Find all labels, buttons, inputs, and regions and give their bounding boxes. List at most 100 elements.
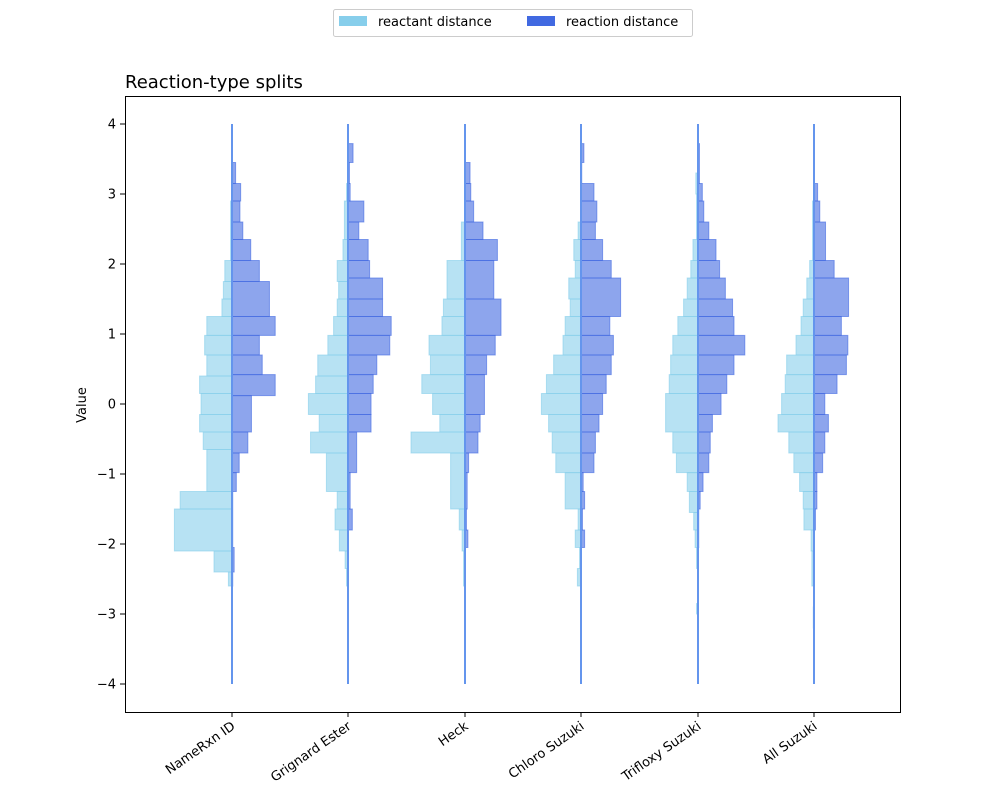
reactant-bar-all-suzuki-6 bbox=[793, 452, 815, 474]
reactant-bar-trifloxy-suzuki-5 bbox=[686, 472, 699, 493]
reactant-bar-heck-8 bbox=[429, 354, 466, 376]
reaction-bar-heck-4 bbox=[464, 431, 479, 454]
reactant-bar-chloro-suzuki-9 bbox=[545, 374, 582, 395]
reaction-bar-chloro-suzuki-12 bbox=[580, 277, 622, 317]
plot-frame bbox=[125, 96, 901, 713]
reaction-bar-grignard-ester-5 bbox=[347, 374, 374, 395]
legend: reactant distance reaction distance bbox=[333, 9, 693, 37]
reactant-bar-trifloxy-suzuki-14 bbox=[686, 277, 699, 300]
reactant-bar-all-suzuki-3 bbox=[803, 508, 815, 531]
reactant-bar-trifloxy-suzuki-4 bbox=[688, 491, 699, 513]
reaction-bar-heck-11 bbox=[464, 239, 498, 261]
reactant-bar-all-suzuki-11 bbox=[786, 354, 815, 376]
reactant-bar-heck-4 bbox=[410, 431, 466, 454]
reactant-bar-grignard-ester-11 bbox=[327, 334, 349, 356]
reaction-bar-heck-10 bbox=[464, 260, 495, 300]
reaction-bar-namerxn-id-14 bbox=[231, 221, 244, 240]
x-tick-label: Grignard Ester bbox=[268, 719, 354, 786]
reactant-bar-heck-11 bbox=[442, 298, 466, 317]
reactant-bar-chloro-suzuki-12 bbox=[564, 316, 582, 336]
reactant-bar-chloro-suzuki-13 bbox=[569, 298, 582, 317]
reactant-bar-trifloxy-suzuki-15 bbox=[690, 260, 699, 279]
reactant-bar-grignard-ester-7 bbox=[318, 414, 349, 433]
plot-marks bbox=[173, 124, 850, 684]
reaction-bar-grignard-ester-9 bbox=[347, 298, 384, 317]
reaction-bar-chloro-suzuki-9 bbox=[580, 354, 612, 376]
reaction-bar-namerxn-id-9 bbox=[231, 334, 260, 356]
reaction-bar-heck-6 bbox=[464, 374, 485, 416]
reaction-bar-chloro-suzuki-16 bbox=[580, 200, 598, 223]
reactant-bar-chloro-suzuki-16 bbox=[573, 239, 582, 261]
reactant-bar-trifloxy-suzuki-12 bbox=[677, 316, 699, 336]
reactant-bar-namerxn-id-7 bbox=[200, 393, 233, 415]
reactant-bar-chloro-suzuki-8 bbox=[540, 393, 582, 415]
reaction-bar-trifloxy-suzuki-10 bbox=[697, 316, 735, 336]
x-tick-label: Heck bbox=[436, 719, 472, 750]
reactant-bar-all-suzuki-10 bbox=[784, 374, 815, 395]
legend-label-reactant-distance: reactant distance bbox=[378, 15, 492, 30]
reaction-bar-trifloxy-suzuki-12 bbox=[697, 277, 726, 300]
reaction-bar-chloro-suzuki-15 bbox=[580, 221, 596, 240]
reaction-bar-all-suzuki-3 bbox=[813, 452, 824, 474]
reactant-bar-grignard-ester-15 bbox=[336, 260, 349, 282]
reaction-bar-chloro-suzuki-7 bbox=[580, 393, 604, 415]
x-tick-label: Chloro Suzuki bbox=[506, 719, 587, 782]
reactant-bar-namerxn-id-12 bbox=[221, 298, 233, 317]
reactant-bar-chloro-suzuki-11 bbox=[562, 334, 582, 356]
reaction-bar-trifloxy-suzuki-5 bbox=[697, 414, 713, 433]
reaction-bar-grignard-ester-10 bbox=[347, 277, 384, 300]
y-axis-label: Value bbox=[75, 387, 90, 423]
reactant-bar-heck-9 bbox=[428, 334, 466, 356]
reactant-bar-namerxn-id-3 bbox=[179, 491, 233, 510]
reactant-bar-all-suzuki-5 bbox=[799, 472, 815, 493]
reactant-bar-chloro-suzuki-5 bbox=[555, 452, 582, 474]
x-axis-ticks: NameRxn ID Grignard Ester Heck Chloro Suzuk… bbox=[163, 712, 820, 785]
reaction-bar-trifloxy-suzuki-14 bbox=[697, 239, 717, 261]
violin-chloro-suzuki bbox=[540, 124, 622, 684]
reactant-bar-trifloxy-suzuki-9 bbox=[668, 374, 699, 395]
reactant-bar-namerxn-id-2 bbox=[173, 508, 233, 552]
violin-all-suzuki bbox=[777, 124, 850, 684]
reactant-bar-chloro-suzuki-6 bbox=[551, 431, 582, 454]
x-tick-label: Trifloxy Suzuki bbox=[619, 719, 705, 785]
reaction-bar-all-suzuki-9 bbox=[813, 334, 849, 356]
reaction-bar-chloro-suzuki-10 bbox=[580, 334, 614, 356]
reactant-bar-trifloxy-suzuki-8 bbox=[665, 393, 699, 433]
reactant-bar-grignard-ester-3 bbox=[334, 508, 349, 531]
reactant-bar-all-suzuki-12 bbox=[795, 334, 815, 356]
y-tick-label: 0 bbox=[108, 398, 116, 413]
reaction-bar-chloro-suzuki-14 bbox=[580, 239, 604, 261]
legend-frame bbox=[333, 9, 693, 37]
y-tick-label: −1 bbox=[97, 468, 116, 483]
reactant-bar-all-suzuki-4 bbox=[802, 491, 815, 510]
reaction-bar-namerxn-id-13 bbox=[231, 239, 252, 261]
reactant-bar-namerxn-id-10 bbox=[204, 334, 233, 356]
y-tick-label: 1 bbox=[108, 328, 116, 343]
legend-swatch-reactant-distance bbox=[339, 16, 367, 26]
reaction-bar-grignard-ester-13 bbox=[347, 221, 360, 240]
reactant-bar-grignard-ester-12 bbox=[333, 316, 349, 336]
violin-heck bbox=[410, 124, 502, 684]
reactant-bar-all-suzuki-9 bbox=[781, 393, 815, 415]
y-tick-label: −3 bbox=[97, 608, 116, 623]
reaction-bar-all-suzuki-5 bbox=[813, 414, 829, 433]
reaction-bar-all-suzuki-10 bbox=[813, 316, 842, 336]
reactant-bar-chloro-suzuki-4 bbox=[564, 472, 582, 510]
reactant-bar-all-suzuki-14 bbox=[802, 298, 815, 317]
x-tick-label: All Suzuki bbox=[760, 719, 820, 767]
reaction-bar-trifloxy-suzuki-7 bbox=[697, 374, 728, 395]
reaction-bar-namerxn-id-11 bbox=[231, 281, 270, 317]
reactant-bar-heck-5 bbox=[439, 414, 466, 433]
reactant-bar-all-suzuki-13 bbox=[800, 316, 815, 336]
reaction-bar-all-suzuki-11 bbox=[813, 277, 850, 317]
reaction-bar-heck-7 bbox=[464, 354, 488, 376]
reactant-bar-trifloxy-suzuki-6 bbox=[675, 452, 699, 474]
reaction-bar-grignard-ester-14 bbox=[347, 200, 365, 223]
reactant-bar-trifloxy-suzuki-10 bbox=[670, 354, 699, 376]
reactant-bar-trifloxy-suzuki-11 bbox=[672, 334, 699, 356]
reaction-bar-namerxn-id-12 bbox=[231, 260, 260, 282]
reaction-bar-trifloxy-suzuki-11 bbox=[697, 298, 734, 317]
y-tick-label: 3 bbox=[108, 188, 116, 203]
